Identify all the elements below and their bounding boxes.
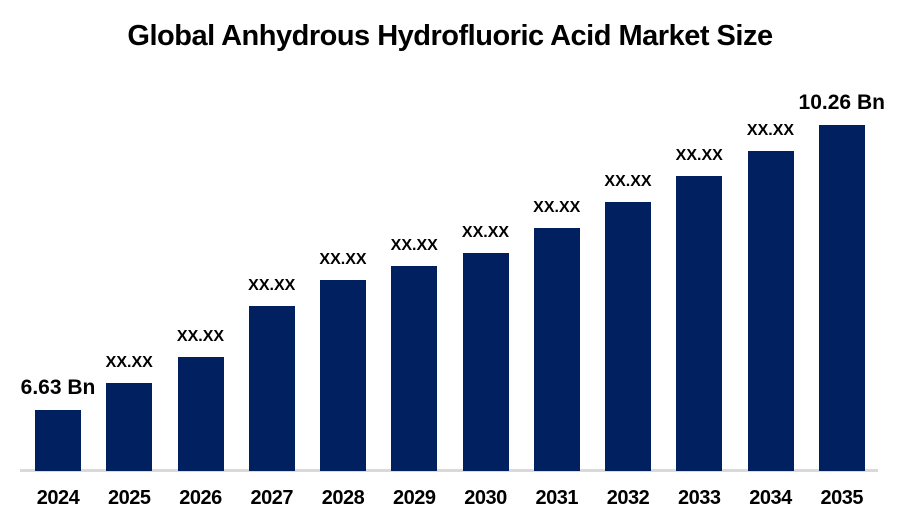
bar-value-label-2028: XX.XX [319, 251, 367, 268]
bar-2024 [35, 410, 81, 471]
bar-2031 [533, 228, 580, 471]
bar-2025 [106, 383, 153, 471]
bar-2028 [320, 280, 366, 471]
x-axis-tick-label-2035: 2035 [820, 487, 864, 509]
x-axis-tick-label-2032: 2032 [606, 487, 650, 509]
x-axis-tick-label-2027: 2027 [250, 487, 294, 509]
bar-2027 [248, 306, 295, 471]
x-axis-tick-label-2026: 2026 [179, 487, 222, 509]
bar-2033 [676, 176, 723, 471]
x-axis-tick-label-2028: 2028 [321, 487, 365, 509]
bar-value-label-2035: 10.26 Bn [798, 91, 885, 114]
bar-value-label-2032: XX.XX [604, 173, 652, 190]
bar-2034 [747, 151, 794, 471]
x-axis-tick-label-2033: 2033 [678, 487, 721, 509]
x-axis-tick-label-2030: 2030 [464, 487, 507, 509]
bar-2030 [462, 253, 509, 471]
bar-2026 [177, 357, 224, 471]
x-axis-tick-label-2031: 2031 [535, 487, 579, 509]
x-axis-line [20, 469, 878, 472]
bar-2032 [605, 202, 651, 471]
bar-value-label-2029: XX.XX [390, 237, 438, 254]
bar-value-label-2027: XX.XX [248, 277, 296, 294]
bar-value-label-2025: XX.XX [105, 354, 153, 371]
x-axis-tick-label-2034: 2034 [749, 487, 792, 509]
bar-value-label-2024: 6.63 Bn [20, 376, 96, 399]
bar-value-label-2034: XX.XX [746, 122, 795, 139]
x-axis-tick-label-2024: 2024 [36, 487, 80, 509]
x-axis-tick-label-2025: 2025 [108, 487, 151, 509]
bar-value-label-2026: XX.XX [176, 328, 225, 345]
chart-title: Global Anhydrous Hydrofluoric Acid Marke… [127, 20, 773, 52]
bar-2029 [391, 266, 438, 471]
bar-value-label-2031: XX.XX [533, 199, 581, 216]
bar-value-label-2033: XX.XX [675, 147, 723, 164]
x-axis-tick-label-2029: 2029 [393, 487, 436, 509]
bar-value-label-2030: XX.XX [461, 224, 510, 241]
bar-2035 [818, 125, 865, 471]
